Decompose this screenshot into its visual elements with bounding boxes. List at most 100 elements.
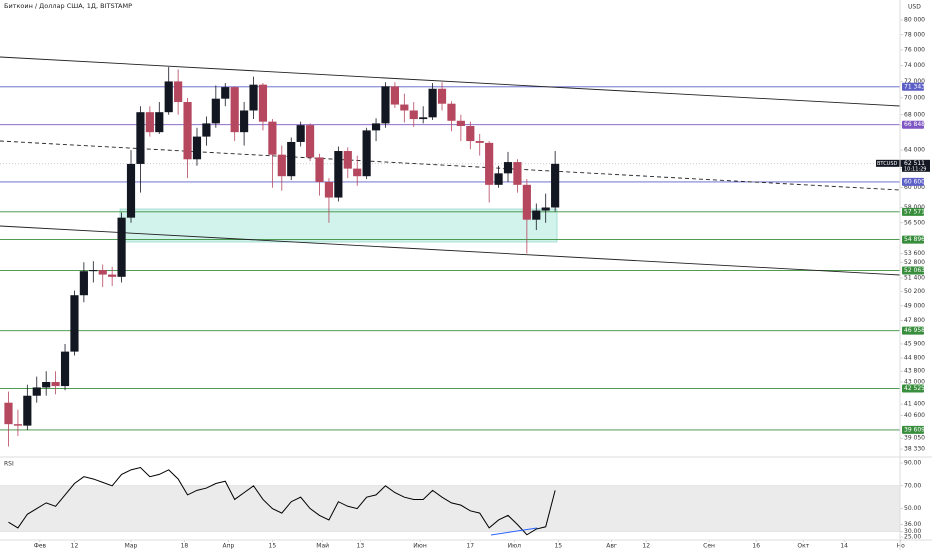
y-tick-label: 47 800 <box>904 317 925 324</box>
y-tick-label: 40 600 <box>904 412 925 419</box>
level-label: 52 063 <box>904 267 925 274</box>
y-tick-label: 43 800 <box>904 368 925 375</box>
level-label: 57 571 <box>904 208 925 215</box>
rsi-label: RSI <box>4 461 14 468</box>
x-tick-label: Май <box>316 543 329 550</box>
candle-body <box>32 387 41 396</box>
x-tick-label: Окт <box>797 543 809 550</box>
y-tick-label: 80 000 <box>904 16 925 23</box>
y-tick-label: 56 500 <box>904 219 925 226</box>
candle-body <box>305 125 315 158</box>
level-tag <box>902 425 924 434</box>
x-tick-label: Фев <box>34 543 47 550</box>
x-tick-label: 17 <box>466 543 474 550</box>
y-tick-label: 78 000 <box>904 31 925 38</box>
countdown: 10:11:29 <box>904 166 926 172</box>
y-tick-label: 53 600 <box>904 250 925 257</box>
candle-body <box>221 87 230 99</box>
candle-body <box>13 424 22 426</box>
candle-body <box>466 126 475 142</box>
y-tick-label: 38 330 <box>904 446 925 453</box>
level-tag <box>902 326 924 335</box>
symbol-tag <box>876 159 902 167</box>
x-tick-label: Авг <box>606 543 617 550</box>
candle-body <box>108 274 117 277</box>
y-tick-label: 60 000 <box>904 184 925 191</box>
level-tag <box>902 177 924 186</box>
trend-line-middle <box>0 140 901 191</box>
rsi-divergence <box>490 527 538 536</box>
candle-body <box>315 157 324 182</box>
candle-body <box>409 110 418 120</box>
candle-body <box>277 154 286 177</box>
candle-body <box>475 141 484 143</box>
candle-body <box>390 86 399 105</box>
candle-body <box>240 110 249 133</box>
y-tick-label: 76 000 <box>904 46 925 53</box>
chart-title: Биткоин / Доллар США, 1Д, BITSTAMP <box>4 2 132 10</box>
candle-body <box>362 130 371 177</box>
y-tick-label: 50 200 <box>904 288 925 295</box>
candle-body <box>117 217 126 277</box>
level-tag <box>902 120 924 129</box>
candle-body <box>513 162 522 185</box>
level-label: 54 896 <box>904 236 925 243</box>
candle-body <box>60 351 70 387</box>
candle-body <box>174 81 183 103</box>
candle-body <box>79 271 88 296</box>
demand-zone <box>119 208 558 243</box>
y-tick-label: 44 800 <box>904 355 925 362</box>
candle-body <box>51 381 60 387</box>
candle-body <box>164 81 173 113</box>
x-tick-label: 15 <box>554 543 562 550</box>
candle-body <box>532 210 541 220</box>
candle-body <box>419 117 428 120</box>
candle-body <box>353 168 362 177</box>
candle-body <box>400 104 409 111</box>
candle-body <box>98 270 107 275</box>
y-tick-label: 70 000 <box>904 94 925 101</box>
candle-body <box>155 112 164 133</box>
x-tick-label: 12 <box>642 543 650 550</box>
trend-line-upper <box>0 56 901 107</box>
candle-body <box>343 151 352 169</box>
candles <box>4 67 560 447</box>
level-tag <box>902 207 924 216</box>
candle-body <box>541 207 550 211</box>
x-tick-label: Мар <box>125 543 138 550</box>
candle-body <box>456 120 465 127</box>
y-tick-label: 74 000 <box>904 62 925 69</box>
candle-body <box>437 88 447 104</box>
trend-line-lower <box>0 225 901 276</box>
rsi-line <box>8 467 556 536</box>
candle-body <box>89 270 98 272</box>
candle-body <box>324 181 334 198</box>
rsi-tick-label: 70.00 <box>904 482 921 489</box>
x-tick-label: 13 <box>357 543 365 550</box>
y-tick-label: 51 400 <box>904 274 925 281</box>
x-tick-label: 18 <box>181 543 189 550</box>
candle-body <box>503 162 513 174</box>
level-label: 39 609 <box>904 426 925 433</box>
x-tick-label: Сен <box>703 543 715 550</box>
level-tag <box>902 266 924 275</box>
currency: USD <box>908 4 921 11</box>
candle-body <box>145 112 154 133</box>
candle-body <box>334 151 343 198</box>
rsi-tick-label: 25.00 <box>904 534 921 541</box>
y-tick-label: 68 000 <box>904 111 925 118</box>
x-tick-label: 14 <box>840 543 848 550</box>
level-tag <box>902 82 924 91</box>
candle-body <box>447 103 456 121</box>
rsi-tick-label: 30.00 <box>904 528 921 535</box>
y-tick-label: 39 050 <box>904 435 925 442</box>
y-tick-label: 43 000 <box>904 378 925 385</box>
last-price-label: 62 511 <box>904 160 925 167</box>
candle-body <box>136 112 145 164</box>
x-tick-label: Июл <box>508 543 522 550</box>
candle-body <box>485 142 494 185</box>
